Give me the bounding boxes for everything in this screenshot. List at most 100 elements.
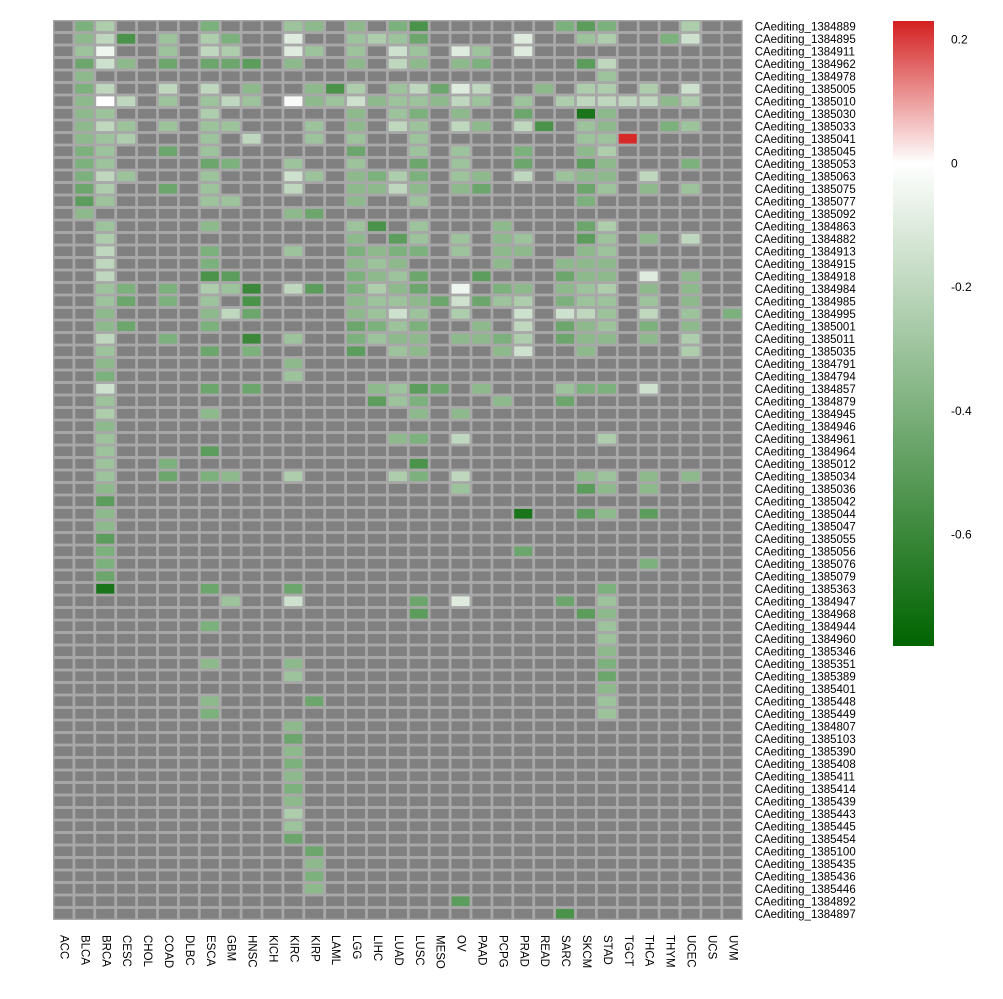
heatmap-cell: [388, 333, 407, 344]
heatmap-cell-na: [681, 483, 700, 494]
heatmap-cell-na: [681, 683, 700, 694]
heatmap-cell-na: [263, 146, 282, 157]
heatmap-cell-na: [409, 908, 428, 919]
heatmap-cell-na: [200, 833, 219, 844]
heatmap-cell-na: [451, 671, 470, 682]
heatmap-cell-na: [556, 246, 575, 257]
heatmap-cell-na: [138, 458, 157, 469]
heatmap-cell-na: [138, 46, 157, 57]
row-label: CAediting_1384995: [755, 309, 856, 321]
heatmap-cell-na: [179, 721, 198, 732]
heatmap-cell-na: [138, 546, 157, 557]
heatmap-cell: [514, 308, 533, 319]
row-label: CAediting_1384863: [755, 221, 856, 233]
row-label: CAediting_1385100: [755, 846, 856, 858]
heatmap-cell-na: [221, 571, 240, 582]
heatmap-cell-na: [618, 533, 637, 544]
heatmap-cell: [367, 246, 386, 257]
heatmap-cell-na: [158, 383, 177, 394]
heatmap-cell: [514, 233, 533, 244]
heatmap-cell-na: [326, 721, 345, 732]
heatmap-cell-na: [326, 58, 345, 69]
heatmap-cell-na: [514, 721, 533, 732]
heatmap-cell: [430, 96, 449, 107]
heatmap-cell-na: [639, 596, 658, 607]
heatmap-cell-na: [138, 758, 157, 769]
heatmap-cell: [681, 121, 700, 132]
heatmap-cell-na: [179, 96, 198, 107]
heatmap-cell-na: [472, 358, 491, 369]
heatmap-cell-na: [284, 633, 303, 644]
heatmap-cell-na: [472, 433, 491, 444]
heatmap-cell-na: [284, 258, 303, 269]
heatmap-cell: [639, 83, 658, 94]
heatmap-cell-na: [326, 708, 345, 719]
heatmap-cell-na: [430, 821, 449, 832]
heatmap-cell: [158, 183, 177, 194]
heatmap-cell-na: [597, 896, 616, 907]
heatmap-cell-na: [284, 708, 303, 719]
heatmap-cell: [158, 283, 177, 294]
heatmap-cell-na: [179, 896, 198, 907]
heatmap-cell-na: [535, 746, 554, 757]
heatmap-cell-na: [284, 871, 303, 882]
heatmap-cell-na: [556, 646, 575, 657]
heatmap-cell-na: [221, 533, 240, 544]
heatmap-cell-na: [367, 846, 386, 857]
heatmap-cell-na: [472, 108, 491, 119]
heatmap-cell-na: [681, 783, 700, 794]
heatmap-cell-na: [681, 608, 700, 619]
heatmap-cell-na: [597, 46, 616, 57]
heatmap-cell-na: [242, 796, 261, 807]
heatmap-cell-na: [263, 621, 282, 632]
heatmap-cell-na: [493, 908, 512, 919]
heatmap-cell-na: [660, 771, 679, 782]
heatmap-cell-na: [702, 396, 721, 407]
heatmap-cell-na: [430, 683, 449, 694]
heatmap-cell: [305, 96, 324, 107]
heatmap-cell-na: [367, 471, 386, 482]
heatmap-cell-na: [158, 421, 177, 432]
heatmap-cell-na: [702, 696, 721, 707]
heatmap-cell-na: [326, 771, 345, 782]
heatmap-cell-na: [242, 71, 261, 82]
heatmap-cell-na: [75, 333, 94, 344]
heatmap-cell-na: [681, 771, 700, 782]
heatmap-cell: [597, 621, 616, 632]
heatmap-cell-na: [263, 208, 282, 219]
heatmap-cell-na: [54, 396, 73, 407]
heatmap-cell-na: [200, 871, 219, 882]
heatmap-cell-na: [75, 246, 94, 257]
heatmap-cell-na: [158, 321, 177, 332]
heatmap-cell-na: [535, 896, 554, 907]
heatmap-cell-na: [535, 171, 554, 182]
heatmap-cell-na: [242, 496, 261, 507]
heatmap-cell-na: [723, 608, 742, 619]
heatmap-cell-na: [493, 533, 512, 544]
heatmap-cell-na: [54, 296, 73, 307]
heatmap-cell: [597, 471, 616, 482]
heatmap-cell-na: [117, 908, 136, 919]
heatmap-cell-na: [242, 408, 261, 419]
heatmap-cell-na: [263, 508, 282, 519]
heatmap-cell-na: [326, 883, 345, 894]
heatmap-cell-na: [284, 696, 303, 707]
heatmap-cell-na: [472, 671, 491, 682]
heatmap-cell: [221, 471, 240, 482]
heatmap-cell-na: [430, 583, 449, 594]
heatmap-cell-na: [576, 371, 595, 382]
heatmap-cell-na: [138, 271, 157, 282]
heatmap-cell-na: [138, 108, 157, 119]
row-label: CAediting_1385351: [755, 659, 856, 671]
heatmap-cell: [409, 108, 428, 119]
heatmap-cell-na: [430, 758, 449, 769]
heatmap-cell-na: [702, 596, 721, 607]
heatmap-cell: [242, 96, 261, 107]
heatmap-cell-na: [158, 658, 177, 669]
heatmap-cell-na: [723, 883, 742, 894]
heatmap-cell: [367, 271, 386, 282]
heatmap-cell: [284, 746, 303, 757]
heatmap-cell: [200, 621, 219, 632]
heatmap-cell-na: [681, 721, 700, 732]
heatmap-cell-na: [409, 658, 428, 669]
